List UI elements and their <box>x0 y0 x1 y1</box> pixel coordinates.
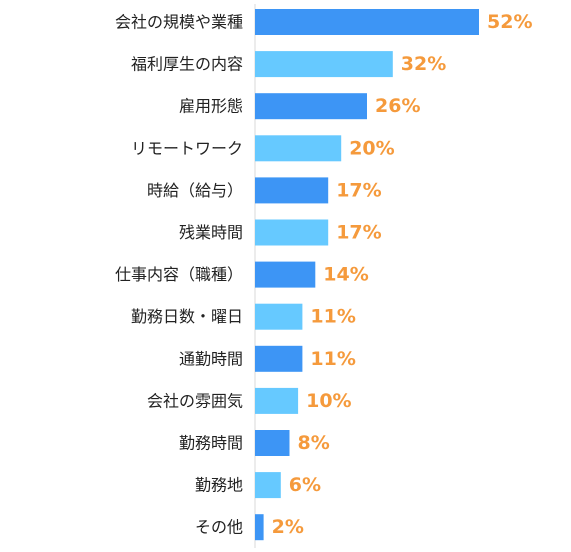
bar-3 <box>255 135 342 162</box>
value-label-2: 26% <box>375 95 420 117</box>
category-label-12: その他 <box>195 518 243 537</box>
category-label-6: 仕事内容（職種） <box>115 265 243 284</box>
bar-12 <box>255 514 264 541</box>
category-label-9: 会社の雰囲気 <box>147 391 243 410</box>
category-label-5: 残業時間 <box>179 223 243 242</box>
bar-6 <box>255 261 316 288</box>
value-label-0: 52% <box>487 11 532 33</box>
bar-10 <box>255 430 290 456</box>
value-label-8: 11% <box>310 348 355 370</box>
bar-4 <box>255 177 329 204</box>
value-labels-group: 52% 32% 26% 20% 17% 17% 14% 11% 11% 10% 8% 6% 2% <box>272 11 533 538</box>
category-label-3: リモートワーク <box>131 139 243 158</box>
bar-5 <box>255 219 329 246</box>
category-label-4: 時給（給与） <box>147 181 243 200</box>
value-label-6: 14% <box>323 264 368 286</box>
bar-0 <box>255 9 479 35</box>
value-label-11: 6% <box>289 474 321 496</box>
value-label-9: 10% <box>306 390 351 412</box>
value-label-4: 17% <box>336 179 381 201</box>
value-label-12: 2% <box>272 516 304 538</box>
bar-1 <box>255 51 393 78</box>
category-label-7: 勤務日数・曜日 <box>131 307 243 326</box>
value-label-7: 11% <box>310 306 355 328</box>
category-label-10: 勤務時間 <box>179 434 243 453</box>
category-label-0: 会社の規模や業種 <box>115 13 243 32</box>
bars-group <box>255 9 479 541</box>
category-label-2: 雇用形態 <box>179 97 243 116</box>
category-label-11: 勤務地 <box>195 476 243 495</box>
bar-8 <box>255 345 303 372</box>
bar-11 <box>255 472 281 499</box>
bar-7 <box>255 303 303 330</box>
category-label-8: 通勤時間 <box>179 349 243 368</box>
category-label-1: 福利厚生の内容 <box>131 55 243 74</box>
bar-2 <box>255 93 367 120</box>
value-label-5: 17% <box>336 222 381 244</box>
value-label-10: 8% <box>298 432 330 454</box>
value-label-1: 32% <box>401 53 446 75</box>
value-label-3: 20% <box>349 137 394 159</box>
bar-9 <box>255 387 299 414</box>
